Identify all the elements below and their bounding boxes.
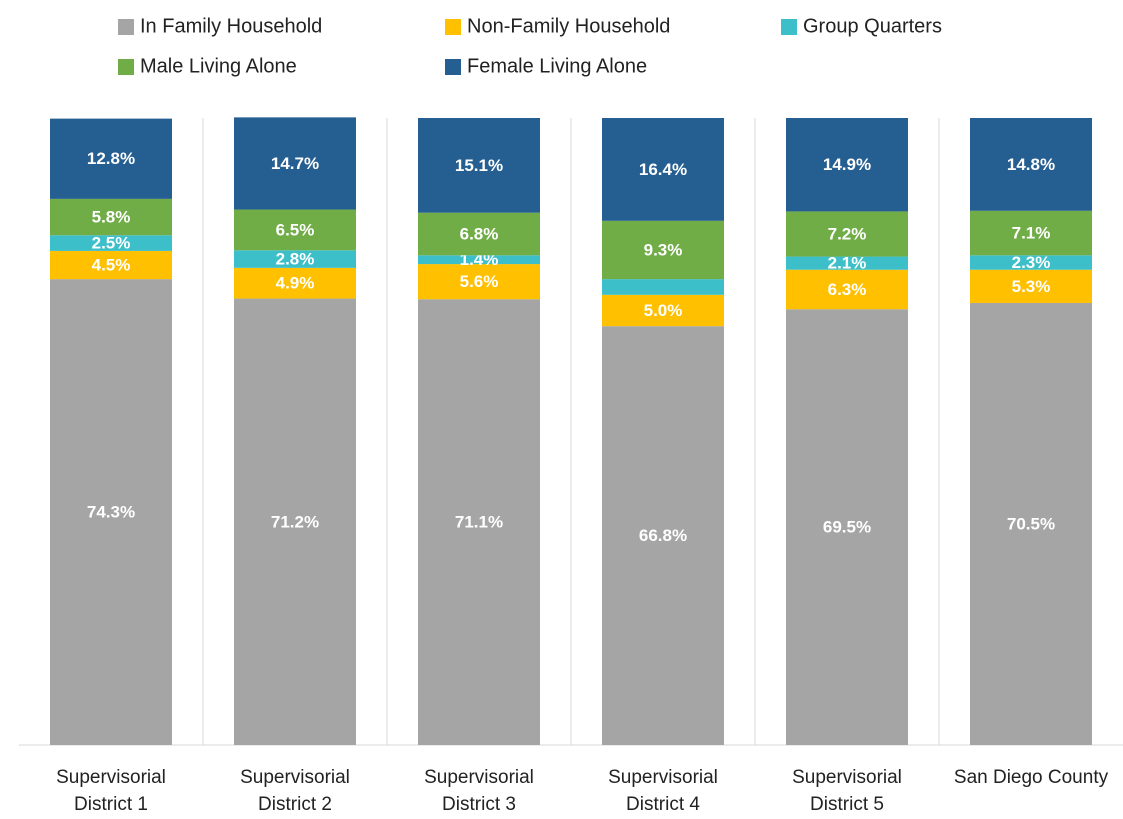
bar-segment (970, 118, 1092, 211)
data-label: 7.1% (1012, 224, 1051, 243)
bar-segment (50, 118, 172, 199)
bar-segment (50, 235, 172, 251)
x-tick-label: Supervisorial District 2 (240, 767, 350, 815)
bar-segment (50, 279, 172, 745)
data-label: 5.3% (1012, 277, 1051, 296)
legend-label: Male Living Alone (140, 55, 297, 77)
data-label: 71.1% (455, 513, 503, 532)
bar-segment (234, 209, 356, 251)
data-label: 69.5% (823, 518, 871, 537)
bar-segment (970, 210, 1092, 256)
x-tick-label: Supervisorial District 5 (792, 767, 902, 815)
bar-segment (970, 255, 1092, 270)
data-label: 4.9% (276, 274, 315, 293)
bar-segment (418, 299, 540, 745)
bar-segment (234, 298, 356, 745)
data-label: 12.8% (87, 149, 135, 168)
legend-swatch (781, 19, 797, 35)
bar-segment (786, 269, 908, 310)
legend-label: Non-Family Household (467, 15, 670, 37)
data-label: 70.5% (1007, 514, 1055, 533)
data-label: 6.8% (460, 224, 499, 243)
x-tick-label: San Diego County (953, 767, 1109, 788)
data-label: 9.3% (644, 240, 683, 259)
legend-swatch (118, 19, 134, 35)
legend-swatch (445, 59, 461, 75)
data-label: 6.3% (828, 280, 867, 299)
data-label: 5.6% (460, 272, 499, 291)
data-label: 7.2% (828, 224, 867, 243)
bar-segment (602, 326, 724, 745)
bar-segment (418, 118, 540, 213)
bar-segment (50, 250, 172, 280)
data-label: 2.8% (276, 250, 315, 269)
bar-segment (786, 256, 908, 270)
data-label: 71.2% (271, 512, 319, 531)
legend-label: Female Living Alone (467, 55, 647, 77)
bar-segment (50, 198, 172, 236)
data-label: 5.0% (644, 301, 683, 320)
bar-segment (234, 267, 356, 299)
bar-segment (786, 118, 908, 212)
legend-swatch (118, 59, 134, 75)
bar-segment (970, 269, 1092, 303)
bar-segment (418, 255, 540, 265)
bar-segment (602, 279, 724, 295)
bar-segment (418, 264, 540, 300)
x-tick-label: Supervisorial District 4 (608, 767, 718, 815)
legend-label: In Family Household (140, 15, 322, 37)
data-label: 6.5% (276, 220, 315, 239)
data-label: 5.8% (92, 208, 131, 227)
data-label: 14.7% (271, 154, 319, 173)
bar-segment (602, 220, 724, 280)
x-tick-label: Supervisorial District 1 (56, 767, 166, 815)
data-label: 2.5% (92, 234, 131, 253)
data-label: 74.3% (87, 503, 135, 522)
bar-segment (234, 117, 356, 210)
data-label: 16.4% (639, 160, 687, 179)
bar-segment (970, 302, 1092, 745)
data-label: 2.1% (828, 254, 867, 273)
legend-label: Group Quarters (803, 15, 942, 37)
bar-segment (602, 118, 724, 221)
x-tick-label: Supervisorial District 3 (424, 767, 534, 815)
data-label: 2.3% (1012, 253, 1051, 272)
bar-segment (602, 294, 724, 327)
data-label: 4.5% (92, 256, 131, 275)
data-label: 15.1% (455, 156, 503, 175)
data-label: 14.8% (1007, 155, 1055, 174)
bar-segment (786, 211, 908, 257)
legend-swatch (445, 19, 461, 35)
bar-segment (786, 309, 908, 745)
bar-segment (418, 212, 540, 256)
data-label: 14.9% (823, 155, 871, 174)
bar-segment (234, 250, 356, 268)
data-label: 66.8% (639, 526, 687, 545)
